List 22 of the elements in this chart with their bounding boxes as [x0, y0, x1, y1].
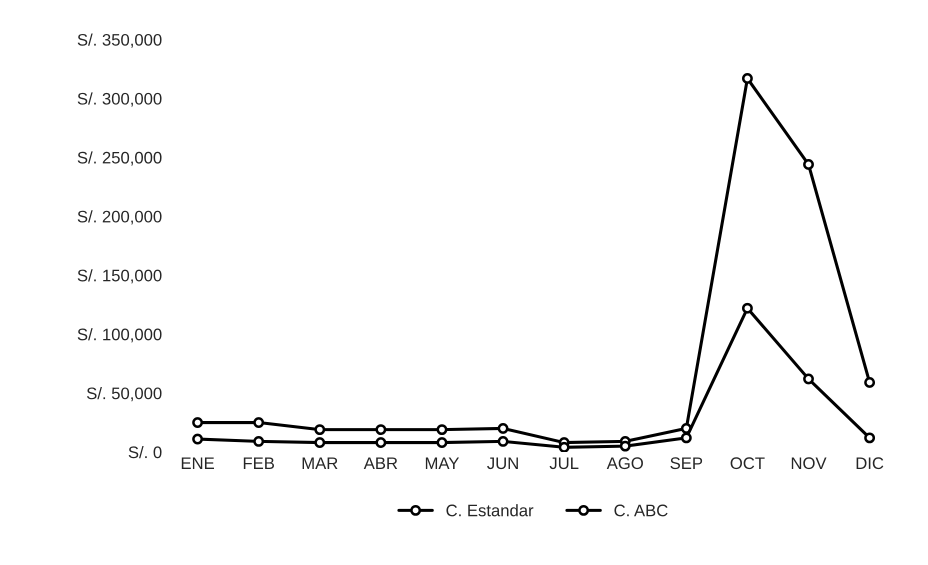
- y-tick-label: S/. 200,000: [78, 210, 162, 224]
- y-tick-label: S/. 250,000: [78, 151, 162, 166]
- x-tick-label: AGO: [606, 457, 643, 470]
- x-tick-label: SEP: [670, 457, 702, 470]
- x-tick-label: ABR: [364, 457, 398, 469]
- x-tick-label: JUL: [550, 457, 578, 470]
- legend-label: C. ABC: [614, 504, 668, 516]
- x-tick-label: MAR: [302, 457, 338, 469]
- legend-label: C. Estandar: [446, 504, 534, 516]
- x-tick-label: DIC: [856, 457, 884, 470]
- y-tick-label: S/. 150,000: [78, 269, 162, 284]
- y-tick-label: S/. 0: [128, 446, 162, 458]
- x-tick-label: MAY: [426, 457, 460, 469]
- y-tick-label: S/. 50,000: [86, 387, 162, 402]
- x-tick-label: NOV: [792, 457, 827, 470]
- x-tick-label: OCT: [730, 457, 765, 470]
- y-tick-label: S/. 350,000: [78, 34, 162, 48]
- y-tick-label: S/. 100,000: [78, 328, 162, 342]
- x-tick-label: JUN: [487, 457, 518, 470]
- y-tick-label: S/. 300,000: [78, 92, 162, 107]
- x-tick-label: ENE: [182, 457, 214, 469]
- x-tick-label: FEB: [244, 457, 274, 469]
